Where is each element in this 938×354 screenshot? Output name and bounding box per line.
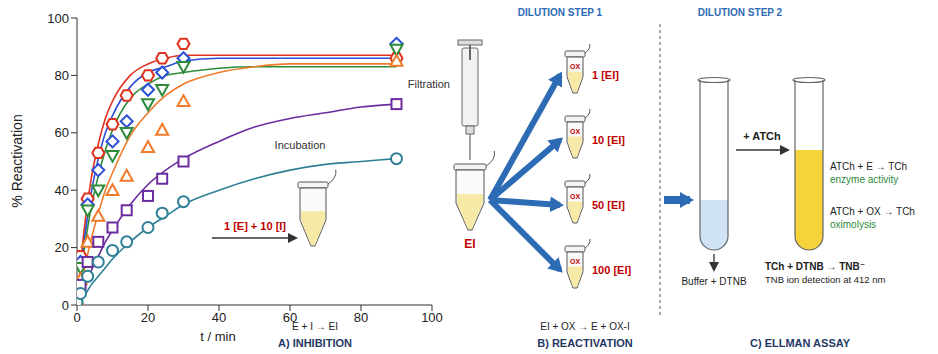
svg-text:TCh + DTNB → TNB⁻: TCh + DTNB → TNB⁻ bbox=[765, 261, 865, 272]
svg-text:enzyme activity: enzyme activity bbox=[830, 174, 898, 185]
svg-text:E + I → EI: E + I → EI bbox=[292, 321, 338, 332]
svg-text:50 [EI]: 50 [EI] bbox=[592, 199, 625, 211]
svg-text:ATCh + E → TCh: ATCh + E → TCh bbox=[830, 161, 907, 172]
svg-text:20: 20 bbox=[141, 310, 155, 325]
svg-text:t / min: t / min bbox=[200, 329, 235, 344]
svg-text:OX: OX bbox=[570, 258, 580, 265]
svg-text:Filtration: Filtration bbox=[408, 78, 450, 90]
svg-text:C) ELLMAN ASSAY: C) ELLMAN ASSAY bbox=[750, 337, 851, 349]
svg-text:Incubation: Incubation bbox=[275, 139, 326, 151]
svg-text:OX: OX bbox=[570, 63, 580, 70]
svg-text:DILUTION STEP 2: DILUTION STEP 2 bbox=[698, 7, 783, 18]
svg-text:A) INHIBITION: A) INHIBITION bbox=[278, 337, 352, 349]
svg-text:80: 80 bbox=[354, 310, 368, 325]
svg-text:oximolysis: oximolysis bbox=[830, 219, 876, 230]
svg-text:1 [E] + 10 [I]: 1 [E] + 10 [I] bbox=[224, 220, 286, 232]
svg-text:ATCh + OX → TCh: ATCh + OX → TCh bbox=[830, 206, 915, 217]
svg-text:OX: OX bbox=[570, 128, 580, 135]
svg-text:0: 0 bbox=[73, 310, 80, 325]
svg-text:0: 0 bbox=[62, 298, 69, 313]
svg-text:EI + OX → E + OX-I: EI + OX → E + OX-I bbox=[540, 321, 629, 332]
svg-text:100 [EI]: 100 [EI] bbox=[592, 264, 631, 276]
svg-text:DILUTION STEP 1: DILUTION STEP 1 bbox=[518, 7, 603, 18]
svg-text:40: 40 bbox=[212, 310, 226, 325]
svg-text:100: 100 bbox=[421, 310, 443, 325]
svg-text:OX: OX bbox=[570, 193, 580, 200]
svg-text:60: 60 bbox=[283, 310, 297, 325]
svg-text:% Reactivation: % Reactivation bbox=[9, 114, 25, 207]
svg-text:60: 60 bbox=[55, 125, 69, 140]
svg-text:TNB ion detection at 412 nm: TNB ion detection at 412 nm bbox=[765, 274, 885, 285]
svg-text:+ ATCh: + ATCh bbox=[743, 130, 781, 142]
svg-text:10 [EI]: 10 [EI] bbox=[592, 134, 625, 146]
svg-text:40: 40 bbox=[55, 183, 69, 198]
svg-text:EI: EI bbox=[464, 237, 475, 251]
svg-text:20: 20 bbox=[55, 240, 69, 255]
svg-text:80: 80 bbox=[55, 68, 69, 83]
svg-text:100: 100 bbox=[47, 11, 69, 26]
svg-text:Buffer + DTNB: Buffer + DTNB bbox=[681, 276, 746, 287]
svg-text:1 [EI]: 1 [EI] bbox=[592, 69, 619, 81]
svg-text:B) REACTIVATION: B) REACTIVATION bbox=[537, 337, 633, 349]
